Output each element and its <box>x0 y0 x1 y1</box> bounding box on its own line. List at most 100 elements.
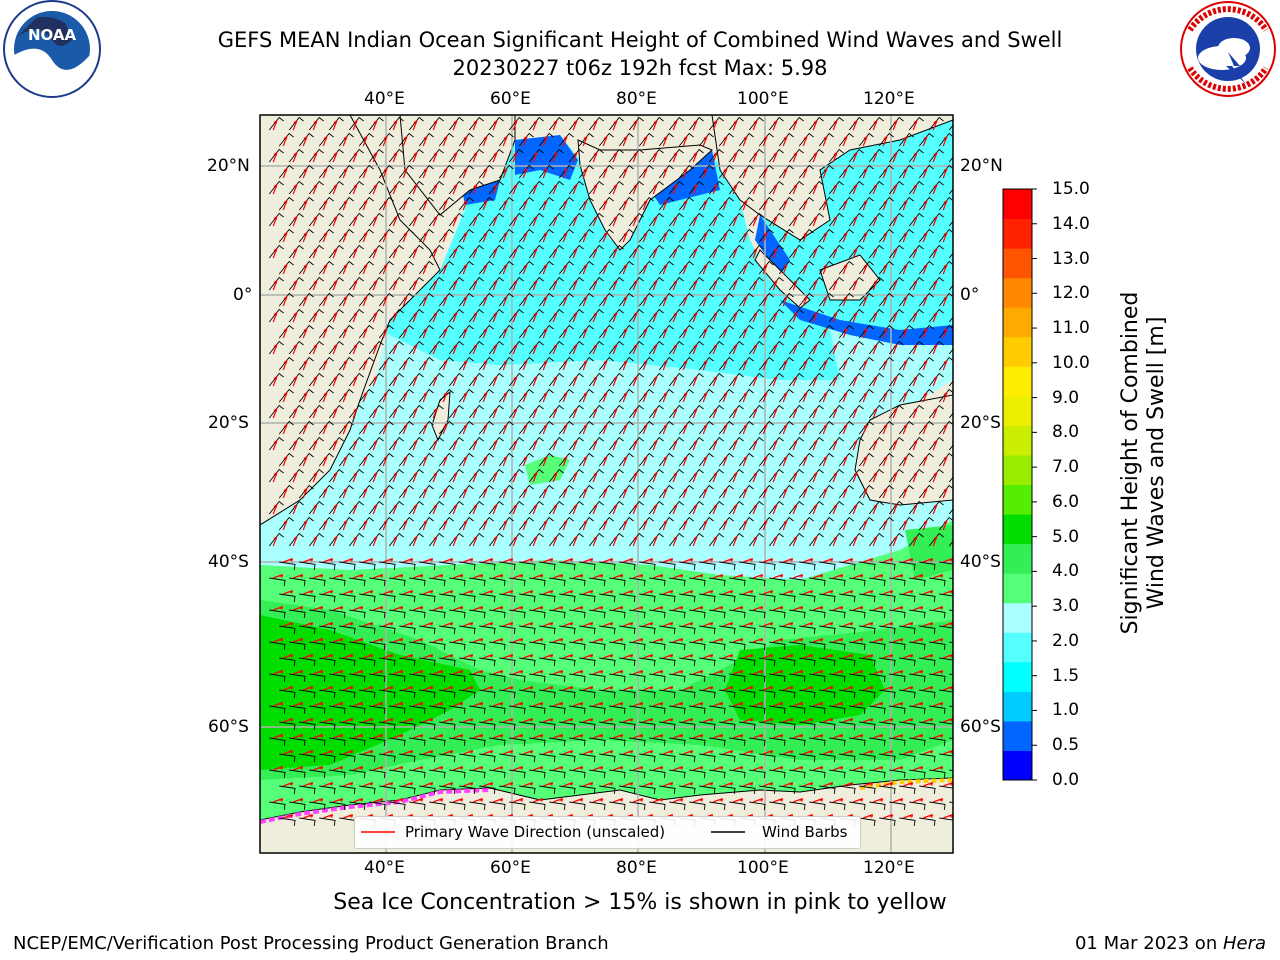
wind-barb <box>578 324 594 339</box>
wave-arrow <box>673 702 684 707</box>
wave-arrow <box>813 734 824 739</box>
wave-arrow <box>273 670 284 675</box>
wave-arrow <box>642 296 648 307</box>
wind-barb <box>598 484 614 499</box>
wind-barb <box>538 516 554 531</box>
wave-arrow <box>553 702 564 707</box>
wave-arrow <box>952 544 953 546</box>
wave-arrow <box>522 392 528 403</box>
wave-arrow <box>882 264 888 275</box>
wave-arrow <box>492 248 498 259</box>
wind-barb <box>378 260 394 275</box>
wind-barb <box>498 292 514 307</box>
wave-arrow <box>403 718 414 723</box>
wind-barb <box>528 404 544 419</box>
wave-arrow <box>422 488 428 499</box>
wind-barb <box>488 532 504 547</box>
wave-arrow <box>582 456 588 467</box>
wave-arrow <box>892 344 898 355</box>
wave-arrow <box>862 232 868 243</box>
wind-barb <box>559 561 576 570</box>
wave-arrow <box>672 536 678 547</box>
wave-arrow <box>323 622 334 627</box>
wind-barb <box>478 292 494 307</box>
wave-arrow <box>792 344 798 355</box>
wave-arrow <box>942 360 948 371</box>
wind-barb <box>879 593 896 602</box>
wind-barb <box>389 609 406 618</box>
wind-barb <box>828 372 844 387</box>
wind-barb <box>928 212 944 227</box>
wind-barb <box>478 324 494 339</box>
wind-barb <box>838 516 854 531</box>
wind-barb <box>378 164 394 179</box>
colorbar-tick-label: 15.0 <box>1052 179 1090 199</box>
wind-barb <box>299 625 316 634</box>
wave-arrow <box>933 702 944 707</box>
wave-arrow <box>792 152 798 163</box>
wind-barb <box>758 388 774 403</box>
wave-arrow <box>782 488 788 499</box>
wind-barb <box>888 148 904 163</box>
wind-barb <box>418 388 434 403</box>
wave-arrow <box>313 638 324 643</box>
wind-barb <box>928 244 944 259</box>
wind-barb <box>329 737 346 746</box>
wave-arrow <box>402 168 408 179</box>
wave-arrow <box>812 376 818 387</box>
wind-barb <box>478 452 494 467</box>
wind-barb <box>619 721 636 730</box>
wave-arrow <box>932 312 938 323</box>
wind-barb <box>738 452 754 467</box>
wind-barb <box>558 452 574 467</box>
wave-arrow <box>882 488 888 499</box>
wind-barb <box>778 452 794 467</box>
wave-arrow <box>782 328 788 339</box>
wave-arrow <box>643 654 654 659</box>
wind-barb <box>609 641 626 650</box>
wave-arrow <box>332 152 338 163</box>
wave-arrow <box>603 718 614 723</box>
wind-barb <box>788 436 804 451</box>
wave-arrow <box>803 782 814 787</box>
wave-arrow <box>682 392 688 403</box>
colorbar-swatch <box>1003 336 1032 367</box>
wave-arrow <box>852 312 858 323</box>
wind-barb <box>348 468 364 483</box>
wave-arrow <box>452 504 458 515</box>
wave-arrow <box>832 152 838 163</box>
wind-barb <box>519 785 536 794</box>
wave-arrow <box>952 288 953 290</box>
wind-barb <box>708 308 724 323</box>
wind-barb <box>409 673 426 682</box>
wave-arrow <box>292 312 298 323</box>
wind-barb <box>558 260 574 275</box>
wave-arrow <box>883 622 894 627</box>
wave-arrow <box>352 472 358 483</box>
wave-arrow <box>293 670 304 675</box>
wave-arrow <box>852 408 858 419</box>
wind-barb <box>818 452 834 467</box>
wind-barb <box>319 817 336 826</box>
wave-arrow <box>843 590 854 595</box>
wind-barb <box>888 500 904 515</box>
wind-barb <box>299 721 316 730</box>
wind-barb <box>428 116 444 131</box>
wind-barb <box>708 212 724 227</box>
wind-barb <box>289 737 306 746</box>
wind-barb <box>268 180 284 195</box>
wave-arrow <box>352 344 358 355</box>
wave-arrow <box>352 184 358 195</box>
wind-barb <box>568 500 584 515</box>
wind-barb <box>848 212 864 227</box>
wind-barb <box>779 753 796 762</box>
wave-arrow <box>873 702 884 707</box>
wind-barb <box>349 609 366 618</box>
wave-arrow <box>952 448 953 450</box>
wind-barb <box>568 404 584 419</box>
colorbar-tick-label: 2.0 <box>1052 630 1080 651</box>
wind-barb <box>898 516 914 531</box>
wave-arrow <box>363 782 374 787</box>
wave-arrow <box>723 622 734 627</box>
wave-arrow <box>402 328 408 339</box>
